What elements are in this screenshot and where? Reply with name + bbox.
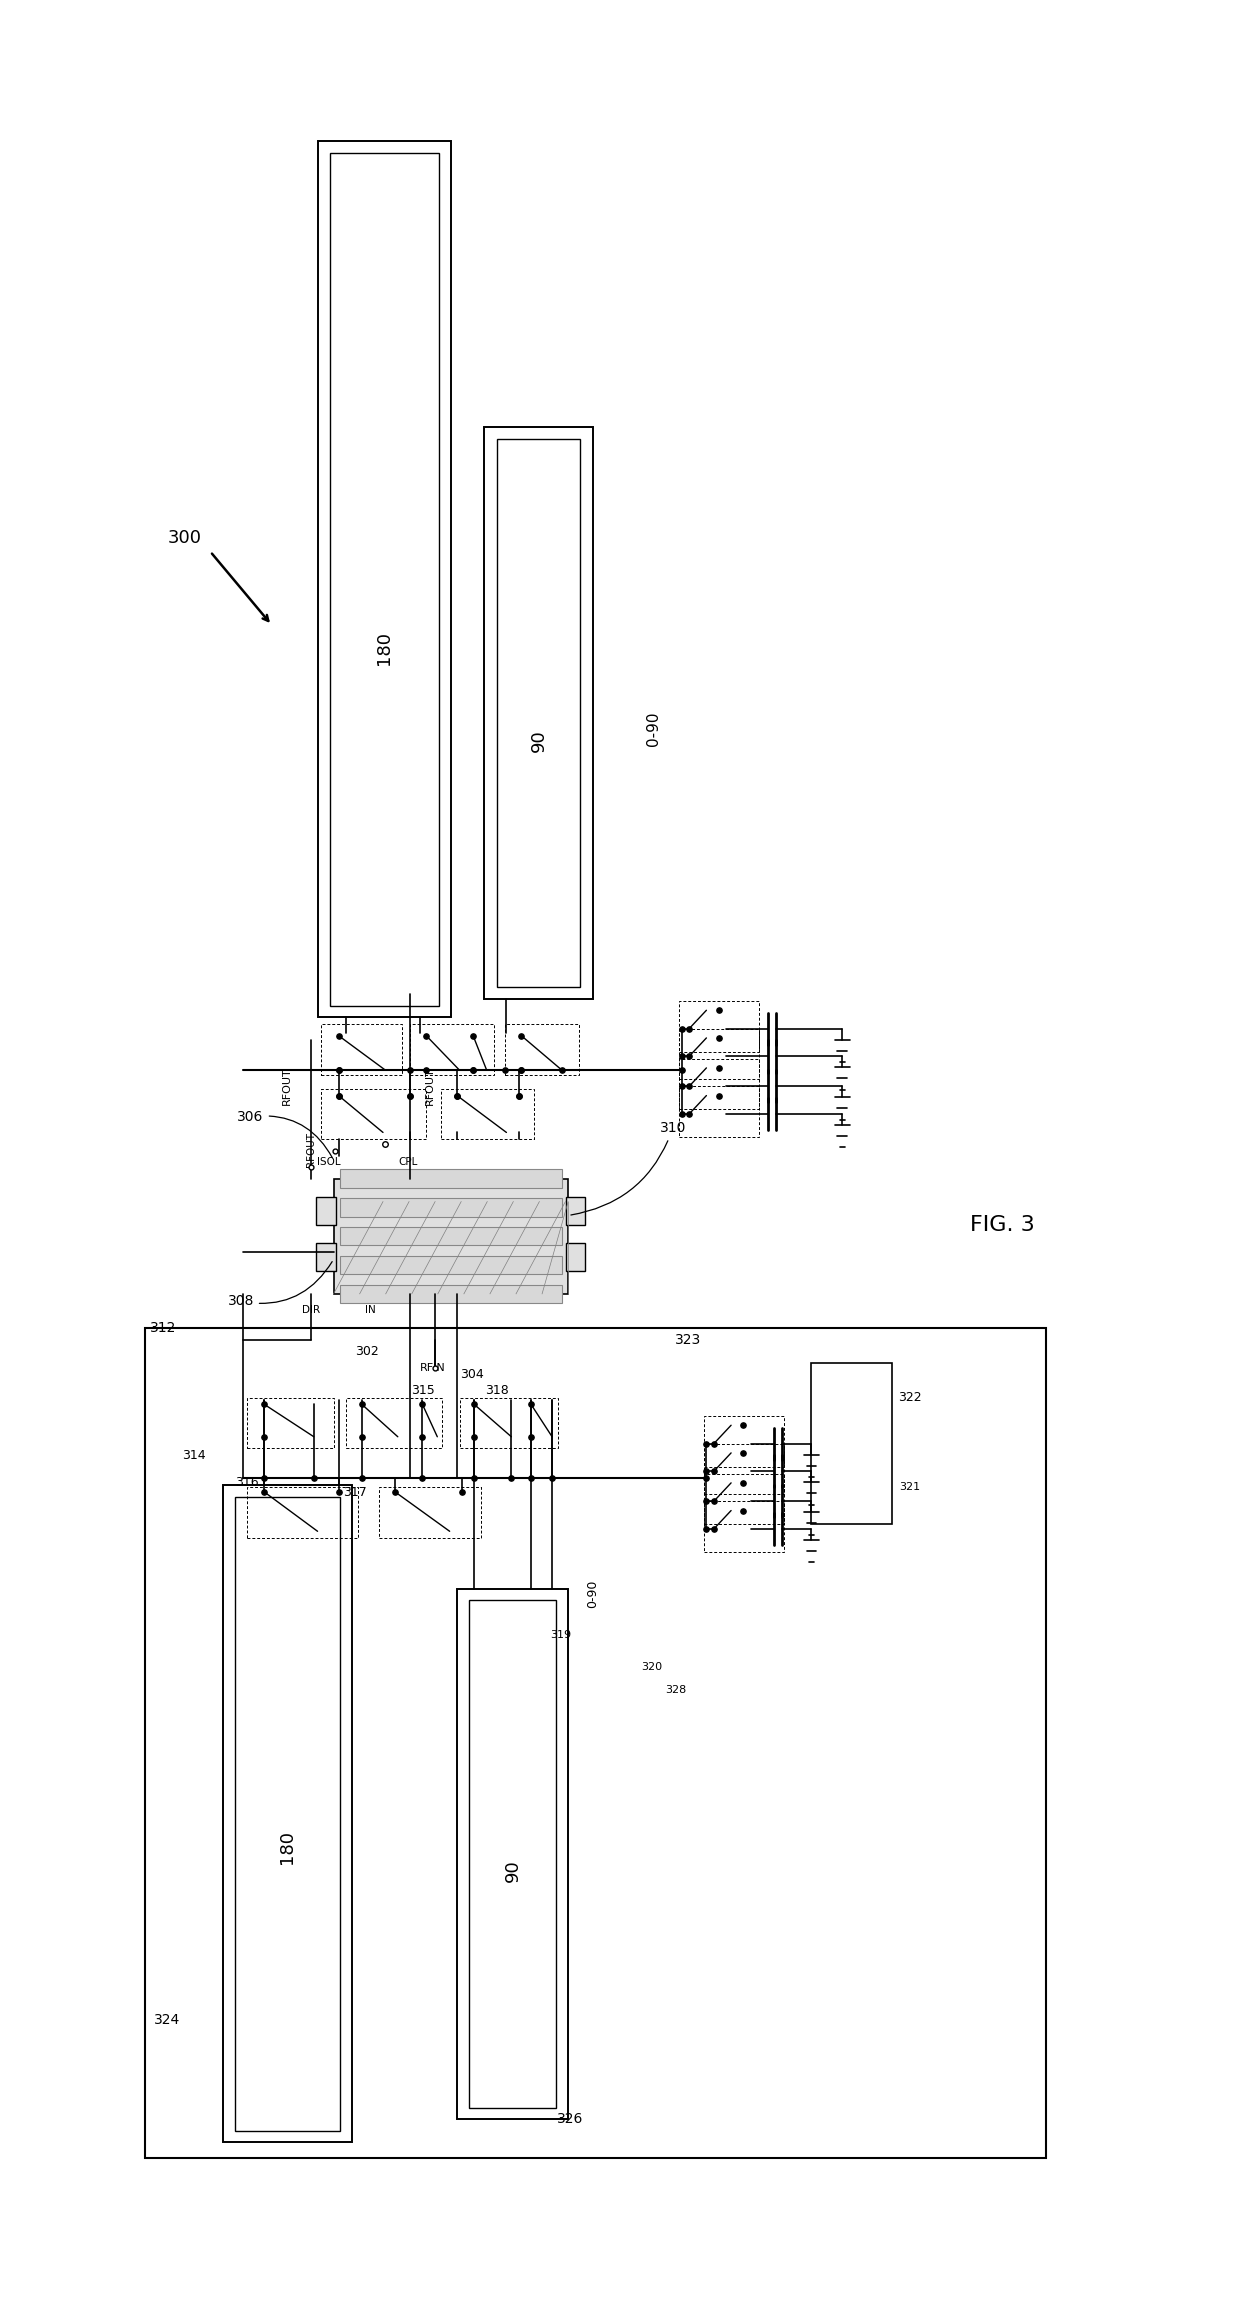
- Bar: [247, 1398, 334, 1449]
- Bar: [334, 1179, 568, 1294]
- Bar: [704, 1444, 784, 1495]
- Bar: [811, 1363, 892, 1525]
- Text: 328: 328: [665, 1685, 686, 1696]
- Bar: [505, 1024, 579, 1075]
- Text: FIG. 3: FIG. 3: [971, 1216, 1035, 1234]
- Text: 180: 180: [376, 631, 393, 666]
- Bar: [680, 1028, 759, 1079]
- Bar: [484, 428, 593, 998]
- Text: RFOUT: RFOUT: [281, 1068, 291, 1105]
- Text: 312: 312: [150, 1322, 176, 1336]
- Bar: [340, 1255, 562, 1273]
- Text: 310: 310: [570, 1121, 686, 1216]
- Bar: [496, 439, 580, 987]
- Bar: [247, 1488, 358, 1539]
- Text: DIR: DIR: [303, 1306, 320, 1315]
- Text: RFIN: RFIN: [419, 1363, 445, 1373]
- Text: 302: 302: [355, 1345, 378, 1359]
- Text: 180: 180: [278, 1830, 295, 1865]
- Bar: [321, 1088, 427, 1139]
- Bar: [470, 1602, 556, 2108]
- Text: 323: 323: [675, 1333, 701, 1347]
- Bar: [680, 1086, 759, 1137]
- Text: 0-90: 0-90: [646, 712, 661, 746]
- Text: 326: 326: [558, 2112, 584, 2126]
- Bar: [340, 1169, 562, 1188]
- Bar: [460, 1398, 558, 1449]
- Bar: [346, 1398, 443, 1449]
- Text: 308: 308: [227, 1262, 332, 1308]
- Text: ISOL: ISOL: [317, 1158, 341, 1167]
- Bar: [321, 1024, 402, 1075]
- Bar: [316, 1197, 336, 1225]
- Bar: [680, 1001, 759, 1052]
- Text: 324: 324: [154, 2013, 180, 2027]
- Text: 321: 321: [899, 1481, 920, 1493]
- Bar: [340, 1285, 562, 1303]
- Bar: [317, 141, 451, 1017]
- Text: 318: 318: [485, 1384, 508, 1398]
- Bar: [565, 1197, 585, 1225]
- Bar: [680, 1058, 759, 1109]
- Text: 320: 320: [641, 1662, 662, 1673]
- Text: 306: 306: [237, 1109, 332, 1158]
- Text: 316: 316: [236, 1477, 259, 1488]
- Bar: [458, 1590, 568, 2119]
- Text: 315: 315: [410, 1384, 434, 1398]
- Bar: [441, 1088, 533, 1139]
- Text: 322: 322: [898, 1391, 921, 1405]
- Text: 304: 304: [460, 1368, 484, 1382]
- Text: 317: 317: [342, 1486, 367, 1498]
- Text: 0-90: 0-90: [587, 1578, 599, 1608]
- Bar: [704, 1474, 784, 1525]
- Bar: [330, 153, 439, 1005]
- Text: CPL: CPL: [398, 1158, 418, 1167]
- Bar: [704, 1417, 784, 1467]
- Bar: [704, 1502, 784, 1553]
- Text: 319: 319: [551, 1629, 572, 1641]
- Bar: [565, 1243, 585, 1271]
- Text: 90: 90: [529, 730, 548, 751]
- Bar: [340, 1197, 562, 1216]
- Text: RFOUT: RFOUT: [425, 1068, 435, 1105]
- Bar: [410, 1024, 494, 1075]
- Bar: [145, 1329, 1045, 2158]
- Text: RFOUT: RFOUT: [306, 1132, 316, 1167]
- Text: 90: 90: [503, 1858, 522, 1881]
- Text: 300: 300: [167, 529, 201, 548]
- Text: 314: 314: [182, 1449, 206, 1463]
- Bar: [222, 1486, 352, 2142]
- Bar: [316, 1243, 336, 1271]
- Bar: [234, 1498, 340, 2131]
- Bar: [340, 1227, 562, 1246]
- Text: IN: IN: [366, 1306, 376, 1315]
- Bar: [379, 1488, 481, 1539]
